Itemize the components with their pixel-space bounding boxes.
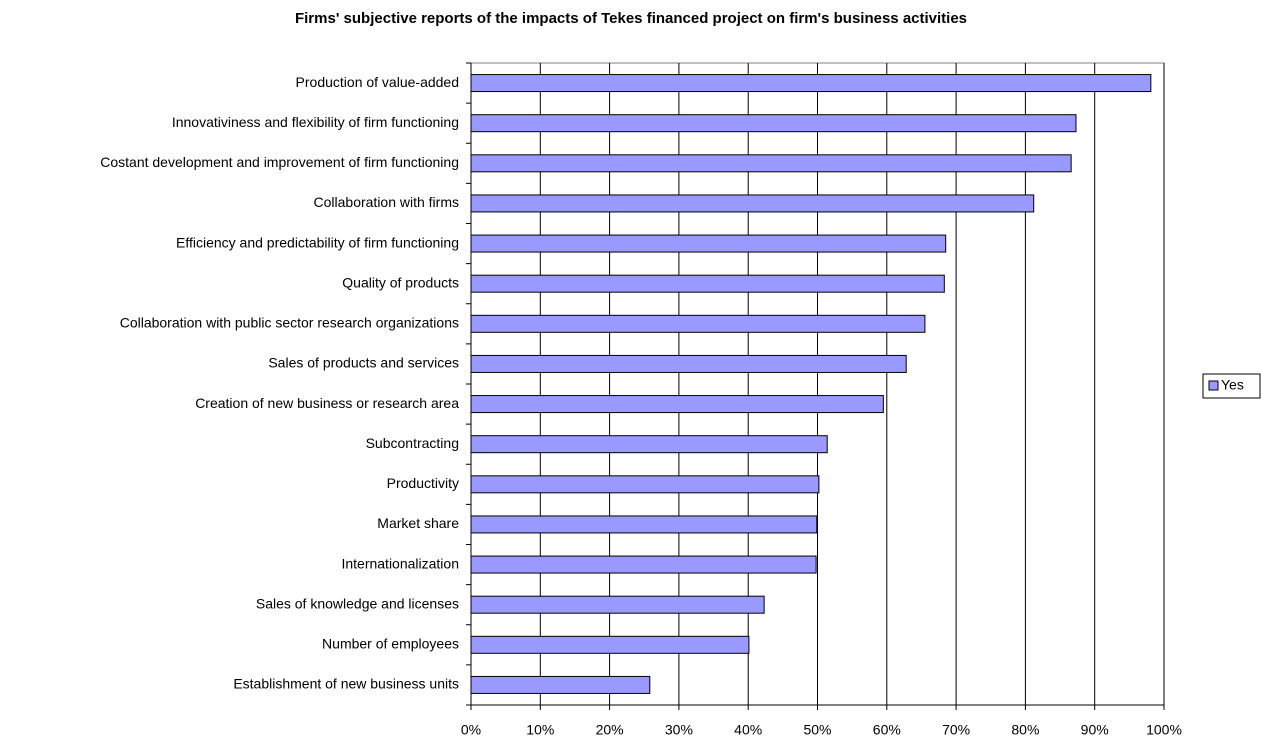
bar xyxy=(470,234,947,253)
y-tick-label: Sales of knowledge and licenses xyxy=(256,595,459,611)
y-tick-label: Efficiency and predictability of firm fu… xyxy=(176,234,459,250)
y-tick-label: Sales of products and services xyxy=(268,355,459,371)
x-tick-label: 20% xyxy=(596,722,624,738)
y-tick-label: Number of employees xyxy=(322,636,459,652)
bar xyxy=(470,475,820,494)
bar xyxy=(470,395,884,414)
y-tick-label: Collaboration with public sector researc… xyxy=(120,315,459,331)
y-tick-label: Creation of new business or research are… xyxy=(195,395,459,411)
bar xyxy=(470,114,1077,133)
chart-title: Firms' subjective reports of the impacts… xyxy=(295,10,967,27)
bar xyxy=(470,354,907,373)
y-tick-label: Innovativiness and flexibility of firm f… xyxy=(172,114,459,130)
x-tick-label: 80% xyxy=(1011,722,1039,738)
legend-label: Yes xyxy=(1221,377,1244,393)
x-tick-label: 0% xyxy=(461,722,481,738)
y-tick-label: Establishment of new business units xyxy=(233,676,459,692)
bar xyxy=(470,675,651,694)
y-tick-label: Collaboration with firms xyxy=(314,194,460,210)
y-tick-label: Costant development and improvement of f… xyxy=(100,154,459,170)
y-tick-label: Market share xyxy=(377,515,459,531)
x-tick-label: 40% xyxy=(734,722,762,738)
bar xyxy=(470,274,945,293)
x-tick-label: 30% xyxy=(665,722,693,738)
bar xyxy=(470,435,828,454)
bar xyxy=(470,595,765,614)
bar xyxy=(470,635,750,654)
bar xyxy=(470,74,1152,93)
x-tick-label: 70% xyxy=(942,722,970,738)
x-tick-label: 50% xyxy=(803,722,831,738)
y-tick-label: Internationalization xyxy=(341,555,459,571)
x-tick-label: 10% xyxy=(526,722,554,738)
bar xyxy=(470,555,817,574)
x-tick-label: 100% xyxy=(1146,722,1182,738)
bar xyxy=(470,194,1035,213)
bar xyxy=(470,515,818,534)
y-tick-label: Quality of products xyxy=(342,274,459,290)
x-tick-label: 90% xyxy=(1081,722,1109,738)
bar xyxy=(470,314,926,333)
y-tick-label: Production of value-added xyxy=(296,74,459,90)
bar xyxy=(470,154,1072,173)
y-tick-label: Productivity xyxy=(387,475,459,491)
y-tick-label: Subcontracting xyxy=(366,435,459,451)
x-tick-label: 60% xyxy=(873,722,901,738)
legend-swatch xyxy=(1208,380,1219,391)
